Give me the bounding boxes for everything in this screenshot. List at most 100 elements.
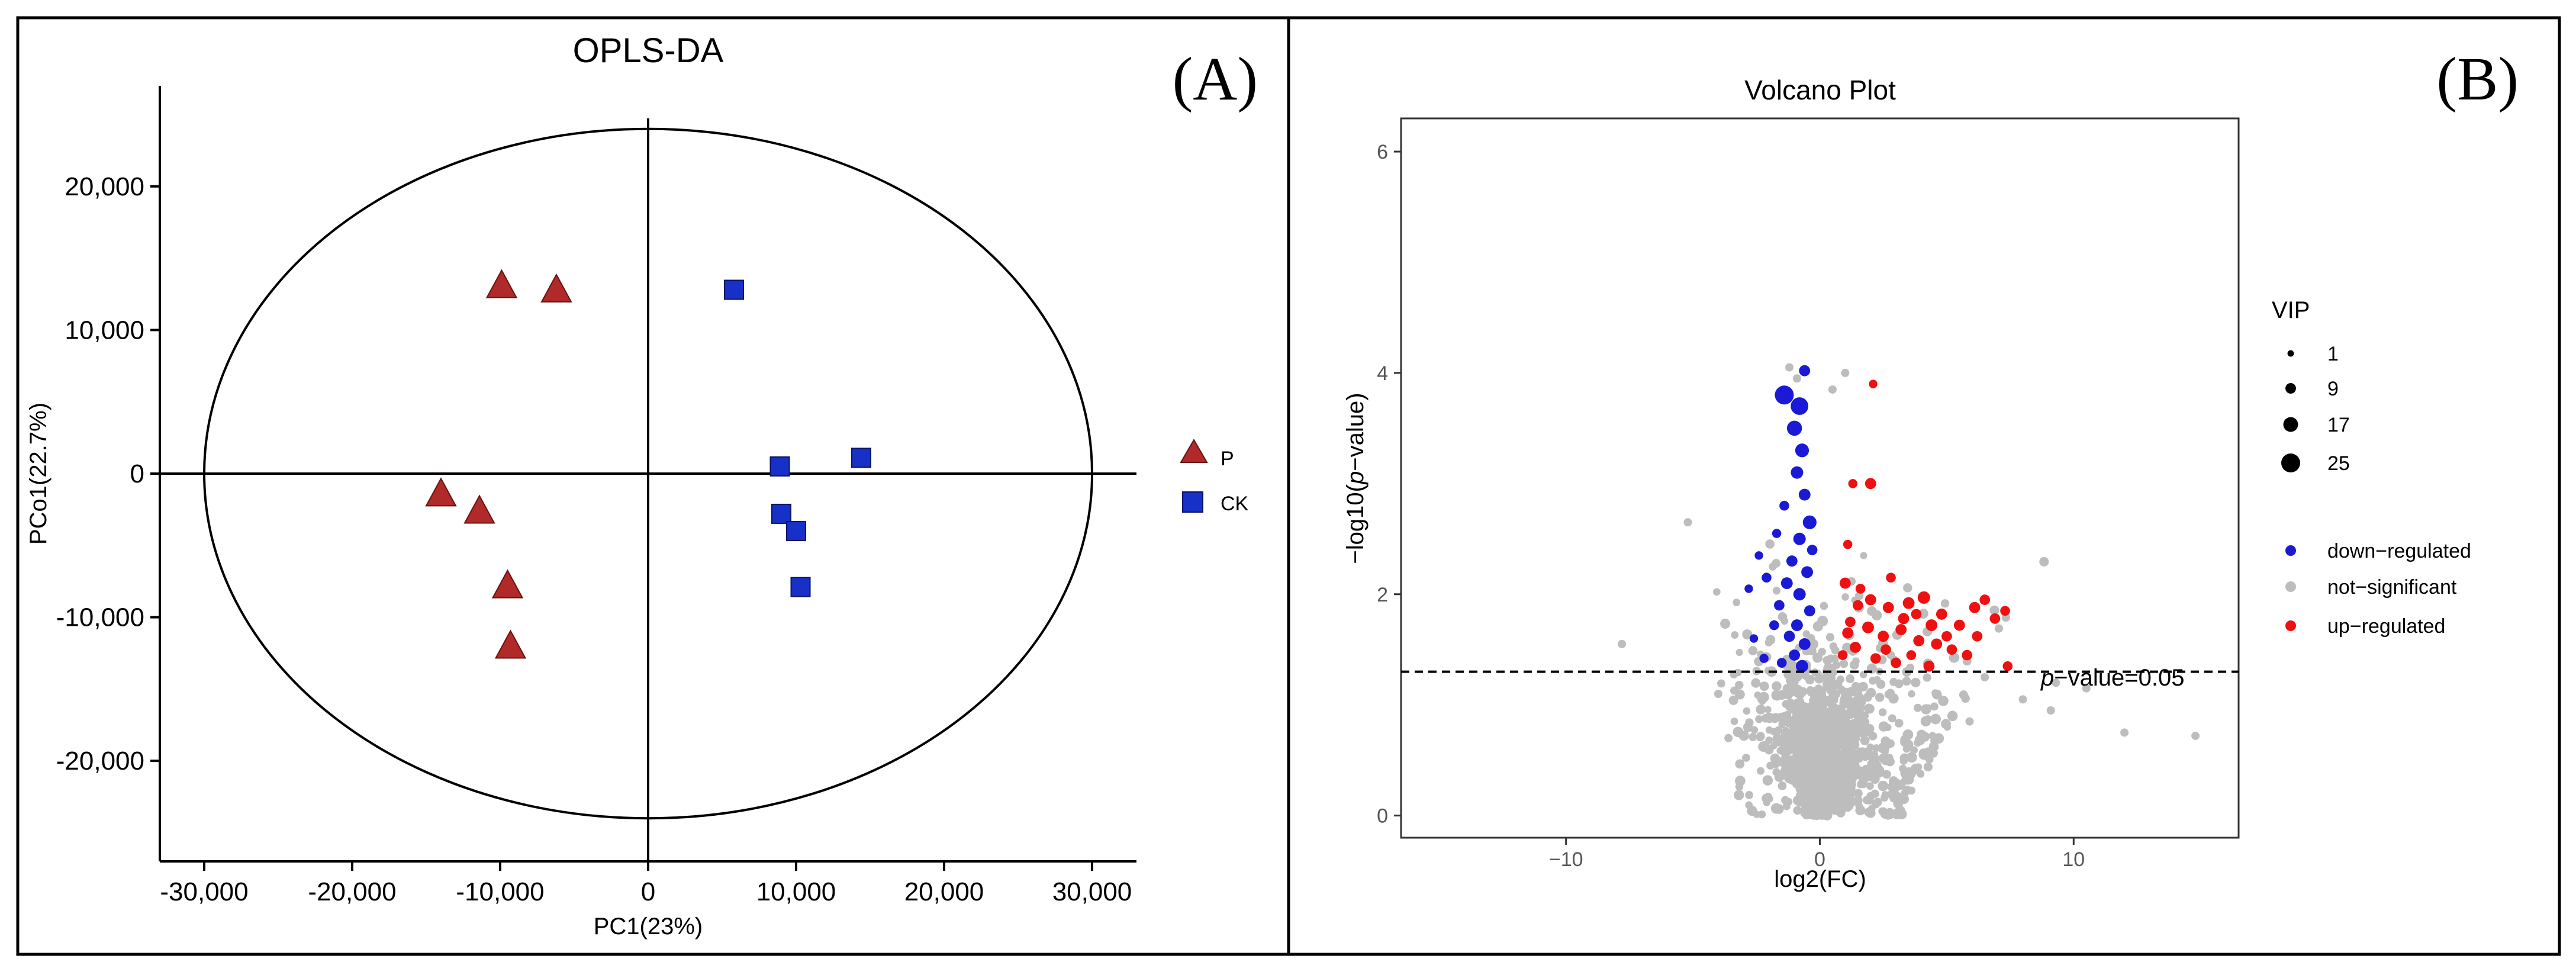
- not-significant-point: [1836, 675, 1845, 684]
- up-regulated-point: [1898, 613, 1910, 625]
- not-significant-point: [1858, 681, 1868, 691]
- not-significant-point: [1782, 748, 1791, 757]
- volcano-y-label: −log10(p−value): [1342, 393, 1368, 564]
- down-regulated-point: [1799, 365, 1811, 377]
- not-significant-point: [1817, 690, 1826, 700]
- y-tick-label: -20,000: [56, 747, 144, 776]
- not-significant-point: [1773, 804, 1784, 814]
- not-significant-point: [1748, 646, 1758, 655]
- not-significant-point: [1789, 739, 1799, 750]
- not-significant-point: [1749, 732, 1757, 741]
- not-significant-point: [1828, 385, 1837, 394]
- not-significant-point: [1793, 806, 1802, 815]
- vip-size-swatch: [2285, 383, 2296, 394]
- up-regulated-point: [1962, 649, 1973, 661]
- not-significant-point: [1906, 663, 1915, 672]
- not-significant-point: [1809, 807, 1818, 815]
- x-tick-label: 0: [641, 877, 655, 906]
- not-significant-point: [1822, 696, 1833, 706]
- not-significant-point: [1790, 720, 1801, 731]
- y-tick-label: -10,000: [56, 603, 144, 632]
- up-regulated-point: [1862, 621, 1874, 633]
- not-significant-point: [1791, 671, 1802, 683]
- not-significant-point: [1853, 796, 1863, 805]
- not-significant-point: [1766, 761, 1775, 770]
- not-significant-point: [1822, 669, 1831, 677]
- not-significant-point: [1882, 770, 1891, 779]
- down-regulated-point: [1744, 584, 1753, 593]
- not-significant-point: [1873, 675, 1881, 684]
- not-significant-point: [1981, 673, 1989, 681]
- not-significant-point: [1864, 703, 1875, 714]
- not-significant-point: [1894, 719, 1904, 728]
- threshold-label: p−value=0.05: [2040, 665, 2184, 691]
- up-regulated-point: [1979, 594, 1991, 605]
- not-significant-point: [1884, 690, 1893, 699]
- legend-p-marker: [1180, 439, 1208, 463]
- up-regulated-point: [1850, 642, 1861, 653]
- not-significant-point: [1841, 593, 1849, 601]
- not-significant-point: [1780, 770, 1789, 780]
- down-regulated-point: [1791, 619, 1803, 632]
- not-significant-point: [1817, 762, 1828, 773]
- not-significant-point: [1832, 759, 1842, 769]
- y-tick-label: 10,000: [65, 316, 144, 345]
- down-swatch: [2285, 545, 2296, 556]
- not-significant-point: [1881, 791, 1889, 799]
- vip-size-label: 9: [2327, 378, 2339, 400]
- not-significant-point: [1772, 559, 1781, 568]
- not-significant-point: [1813, 726, 1821, 734]
- not-significant-point: [1735, 648, 1743, 657]
- up-regulated-point: [1869, 379, 1878, 388]
- y-tick-label: 4: [1377, 362, 1388, 385]
- not-significant-point: [1856, 725, 1864, 733]
- volcano-legend: VIP 1 9 17 25 down−regulated not−significant…: [2272, 297, 2471, 638]
- not-significant-point: [1785, 363, 1794, 372]
- not-significant-point: [1733, 599, 1741, 606]
- up-regulated-point: [1895, 624, 1907, 635]
- not-significant-point: [1848, 757, 1859, 768]
- not-significant-point: [1918, 750, 1927, 758]
- not-significant-point: [1862, 718, 1870, 726]
- down-regulated-point: [1786, 420, 1802, 436]
- not-significant-point: [2082, 684, 2091, 693]
- not-significant-point: [1878, 708, 1887, 716]
- not-significant-point: [1866, 687, 1876, 698]
- down-regulated-point: [1807, 545, 1818, 555]
- vip-size-label: 17: [2327, 414, 2350, 436]
- not-significant-point: [1866, 782, 1874, 790]
- not-significant-point: [1792, 711, 1802, 721]
- down-regulated-point: [1793, 532, 1806, 545]
- not-significant-point: [1891, 792, 1899, 801]
- not-significant-point: [1820, 601, 1828, 610]
- x-tick-label: -30,000: [160, 877, 248, 906]
- vip-size-label: 25: [2327, 452, 2350, 475]
- not-significant-point: [1839, 659, 1849, 668]
- not-significant-point: [2120, 728, 2129, 737]
- up-regulated-point: [1837, 650, 1848, 660]
- not-significant-point: [1742, 629, 1753, 640]
- up-regulated-point: [1881, 644, 1891, 655]
- not-significant-point: [1823, 774, 1832, 783]
- up-regulated-point: [1969, 601, 1981, 613]
- not-significant-point: [1757, 767, 1765, 775]
- x-tick-label: 10,000: [756, 877, 836, 906]
- down-regulated-point: [1774, 600, 1785, 611]
- not-significant-point: [1813, 737, 1821, 746]
- ck-sample-point: [786, 521, 806, 542]
- not-significant-point: [1822, 656, 1831, 665]
- not-significant-point: [1756, 732, 1765, 741]
- p-sample-point: [494, 629, 527, 659]
- not-significant-point: [1780, 755, 1788, 763]
- not-significant-point: [1765, 539, 1775, 549]
- up-regulated-point: [1839, 577, 1851, 589]
- not-significant-point: [1893, 799, 1904, 809]
- down-regulated-point: [1749, 634, 1759, 643]
- up-legend-label: up−regulated: [2327, 615, 2445, 638]
- not-significant-point: [2052, 678, 2060, 687]
- not-significant-point: [1822, 796, 1833, 806]
- not-significant-point: [1794, 755, 1803, 764]
- up-regulated-point: [1865, 594, 1876, 606]
- not-significant-point: [1714, 690, 1722, 698]
